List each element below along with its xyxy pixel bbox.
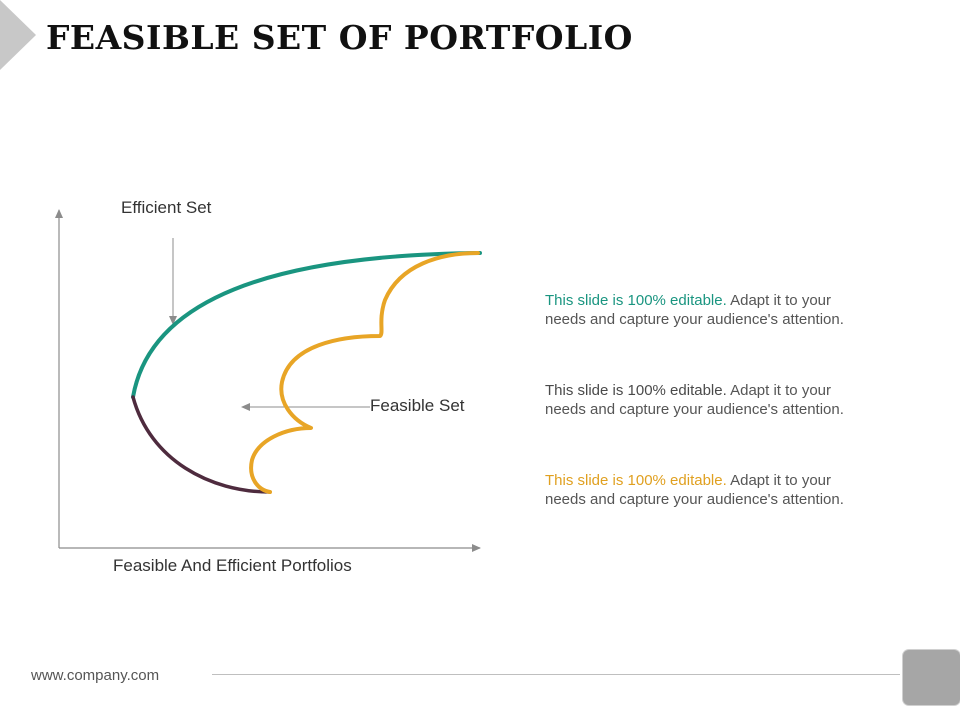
lower-boundary-curve bbox=[131, 395, 272, 494]
x-axis-label: Feasible And Efficient Portfolios bbox=[113, 556, 352, 575]
description-2-highlight: This slide is 100% editable. bbox=[545, 382, 727, 399]
efficient-set-label: Efficient Set bbox=[121, 198, 212, 217]
description-1: This slide is 100% editable. Adapt it to… bbox=[545, 291, 865, 329]
description-1-highlight: This slide is 100% editable. bbox=[545, 292, 727, 309]
footer-divider bbox=[212, 674, 900, 675]
feasible-set-label: Feasible Set bbox=[370, 396, 465, 415]
footer-website: www.company.com bbox=[31, 667, 160, 684]
description-1-body: Adapt it to your needs and capture your … bbox=[545, 292, 844, 328]
corner-arrow-icon bbox=[0, 0, 36, 70]
footer-slide-box bbox=[903, 650, 960, 705]
description-3: This slide is 100% editable. Adapt it to… bbox=[545, 471, 865, 509]
page-title: FEASIBLE SET OF PORTFOLIO bbox=[46, 18, 633, 57]
efficient-frontier-curve bbox=[131, 251, 482, 399]
description-2: This slide is 100% editable. Adapt it to… bbox=[545, 381, 865, 419]
description-2-body: Adapt it to your needs and capture your … bbox=[545, 382, 844, 418]
feasible-set-boundary bbox=[249, 251, 480, 494]
description-3-highlight: This slide is 100% editable. bbox=[545, 472, 727, 489]
description-3-body: Adapt it to your needs and capture your … bbox=[545, 472, 844, 508]
